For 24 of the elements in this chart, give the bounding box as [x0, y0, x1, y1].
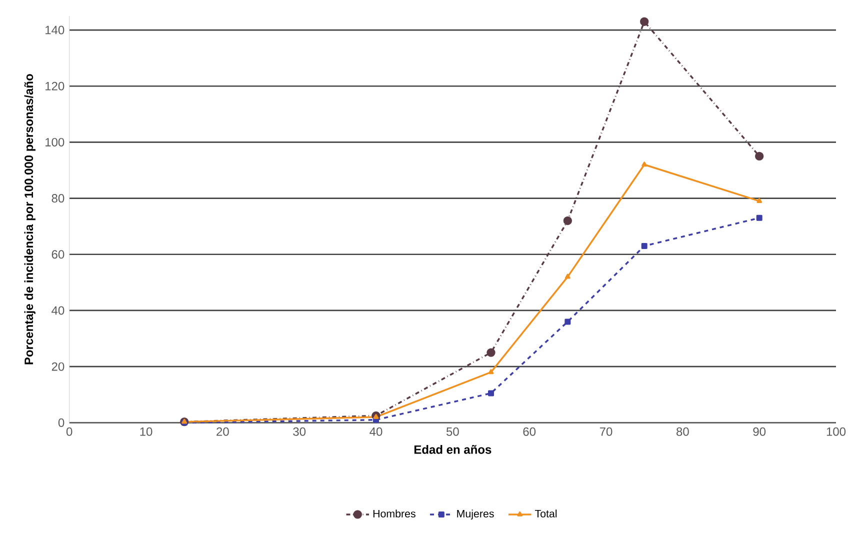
legend-label: Mujeres — [457, 510, 494, 520]
x-tick-label: 100 — [826, 428, 846, 436]
y-tick-label: 40 — [52, 306, 64, 315]
legend-label: Total — [534, 510, 557, 518]
x-tick-label: 90 — [753, 428, 766, 436]
x-tick-label: 80 — [676, 428, 689, 436]
legend-label: Hombres — [373, 510, 416, 518]
x-tick-label: 20 — [216, 428, 229, 436]
x-tick-label: 50 — [446, 428, 459, 436]
x-tick-label: 0 — [66, 428, 72, 436]
y-tick-label: 120 — [46, 82, 64, 91]
x-axis-title: Edad en años — [414, 445, 492, 454]
x-tick-label: 60 — [523, 428, 536, 436]
y-tick-label: 140 — [46, 26, 64, 34]
y-axis-title: Porcentaje de incidencia por 100.000 personas/año — [24, 74, 36, 364]
x-tick-label: 10 — [140, 428, 152, 436]
x-tick-label: 70 — [600, 428, 612, 436]
y-tick-label: 100 — [46, 138, 64, 147]
y-tick-label: 0 — [58, 418, 64, 428]
x-tick-label: 40 — [370, 428, 382, 436]
y-tick-label: 20 — [52, 362, 64, 371]
x-tick-label: 30 — [293, 428, 306, 436]
y-tick-label: 60 — [52, 250, 64, 259]
y-tick-label: 80 — [52, 194, 64, 203]
